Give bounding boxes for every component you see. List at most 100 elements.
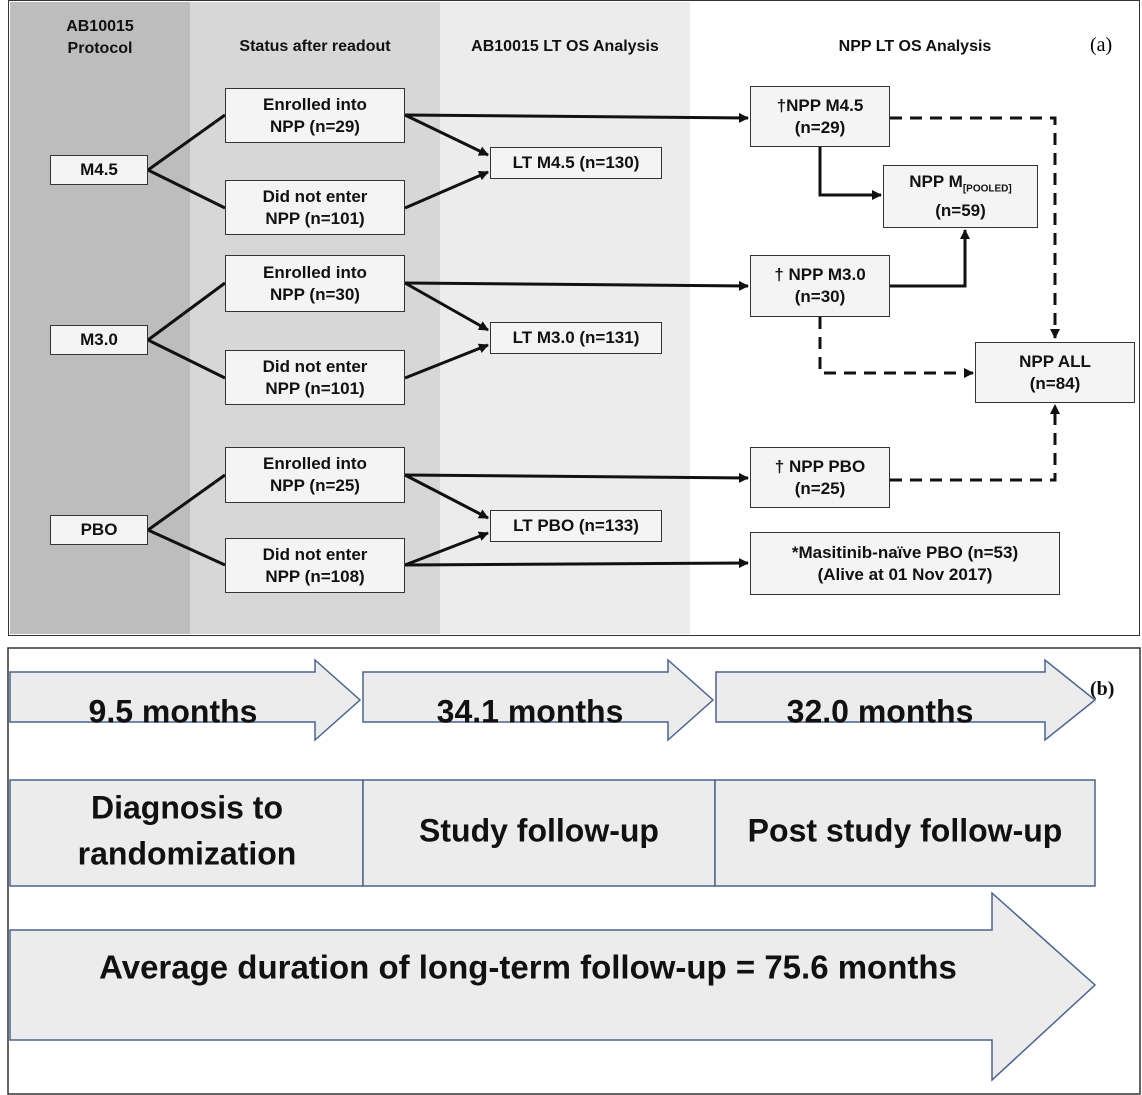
node-line: (Alive at 01 Nov 2017) — [818, 564, 993, 586]
node-text: NPP (n=108) — [265, 566, 365, 586]
node-line: † NPP M3.0 — [774, 264, 865, 286]
node-line: M3.0 — [80, 329, 118, 351]
phase-label: Post study follow-up — [748, 812, 1063, 848]
node-text: NPP (n=25) — [270, 476, 360, 495]
node-line: (n=84) — [1030, 373, 1081, 395]
node-text: Enrolled into — [263, 454, 367, 473]
node-line: (n=29) — [795, 117, 846, 139]
node-text: Did not enter — [262, 186, 368, 206]
node: Enrolled into NPP (n=30) — [225, 255, 405, 312]
node-text: † NPP M3.0 — [774, 265, 866, 284]
node-text: (n=84) — [1029, 373, 1081, 393]
node: LT PBO (n=133) — [490, 510, 662, 542]
node-text: (n=30) — [794, 287, 846, 306]
node-text: NPP ALL — [1019, 351, 1091, 371]
node-text: NPP (n=101) — [265, 378, 365, 398]
node-line: Enrolled into — [263, 94, 367, 116]
column-header: Status after readout — [190, 36, 440, 58]
node-text: † NPP PBO — [774, 456, 866, 476]
connectors — [147, 112, 1060, 569]
node-line: M4.5 — [80, 159, 118, 181]
node: NPP ALL (n=84) — [975, 342, 1135, 403]
node-line: NPP (n=29) — [270, 116, 360, 138]
phase-label: randomization — [78, 835, 297, 871]
node: † NPP PBO (n=25) — [750, 447, 890, 508]
node-line: (n=30) — [795, 286, 846, 308]
subscript: [POOLED] — [962, 183, 1012, 195]
node-line: NPP (n=30) — [270, 284, 360, 306]
header-line: Protocol — [67, 40, 133, 57]
node: Did not enter NPP (n=108) — [225, 538, 405, 593]
node-text: PBO — [80, 520, 118, 539]
node-text: Did not enter — [262, 544, 368, 564]
header-line: NPP LT OS Analysis — [838, 38, 992, 55]
node-line: NPP (n=101) — [265, 378, 364, 400]
phase-box — [9, 779, 364, 887]
node-text: (n=59) — [935, 201, 986, 221]
node-text: Enrolled into — [263, 94, 367, 114]
arrow-shape — [9, 891, 1097, 1082]
phase-label: Study follow-up — [419, 812, 659, 848]
node-text: NPP (n=101) — [265, 208, 365, 228]
node-text: (n=25) — [794, 478, 846, 498]
node-line: (n=59) — [935, 200, 986, 222]
node-line: †NPP M4.5 — [777, 95, 864, 117]
header-line: AB10015 LT OS Analysis — [471, 38, 659, 55]
node-line: (n=25) — [795, 478, 846, 500]
node-line: NPP (n=108) — [265, 566, 364, 588]
node: NPP M[POOLED] (n=59) — [883, 165, 1038, 228]
node-line: LT PBO (n=133) — [513, 515, 639, 537]
node: † NPP M3.0 (n=30) — [750, 255, 890, 317]
node-text: *Masitinib-naïve PBO (n=53) — [791, 542, 1019, 562]
node-text: LT M3.0 (n=131) — [512, 328, 640, 347]
node-text: LT PBO (n=133) — [513, 516, 639, 535]
node-text: NPP M — [909, 171, 963, 191]
node: M3.0 — [50, 325, 148, 355]
node-line: PBO — [81, 519, 118, 541]
panel-a — [8, 0, 1140, 636]
panel-label: (b) — [1090, 678, 1114, 700]
node: LT M4.5 (n=130) — [490, 147, 662, 179]
node-text: NPP (n=29) — [270, 116, 360, 136]
node-line: NPP (n=25) — [270, 475, 360, 497]
node-line: Enrolled into — [263, 453, 367, 475]
node-line: Did not enter — [263, 544, 368, 566]
node-text: LT M4.5 (n=130) — [512, 153, 640, 172]
node-text: †NPP M4.5 — [776, 95, 864, 115]
node: PBO — [50, 515, 148, 545]
node-text: Enrolled into — [263, 262, 367, 282]
node-text: (Alive at 01 Nov 2017) — [817, 564, 993, 584]
node: †NPP M4.5 (n=29) — [750, 86, 890, 147]
duration: 9.5 months — [89, 693, 258, 729]
node-line: LT M4.5 (n=130) — [513, 152, 640, 174]
column-header: NPP LT OS Analysis — [690, 36, 1140, 58]
node: Enrolled into NPP (n=25) — [225, 447, 405, 503]
arrow-shape — [362, 658, 715, 742]
node-text: Did not enter — [262, 356, 368, 376]
node-line: NPP ALL — [1019, 351, 1091, 373]
node: *Masitinib-naïve PBO (n=53) (Alive at 01 … — [750, 532, 1060, 595]
phase-label: Diagnosis to — [91, 789, 283, 825]
arrow-shape — [9, 658, 362, 742]
node: Enrolled into NPP (n=29) — [225, 88, 405, 143]
node-text: M4.5 — [80, 160, 118, 179]
panel-label: (a) — [1090, 34, 1113, 56]
header-line: Status after readout — [239, 38, 391, 55]
node-line: Did not enter — [263, 356, 368, 378]
node-text: M3.0 — [80, 330, 118, 349]
arrow-shape — [715, 658, 1097, 742]
node-line: † NPP PBO — [775, 456, 865, 478]
node-text: NPP (n=30) — [270, 284, 360, 304]
node: Did not enter NPP (n=101) — [225, 350, 405, 405]
node: M4.5 — [50, 155, 148, 185]
column-header: AB10015 LT OS Analysis — [440, 36, 690, 58]
column-header: AB10015 Protocol — [10, 16, 190, 60]
node-line: Did not enter — [263, 186, 368, 208]
node-line: *Masitinib-naïve PBO (n=53) — [792, 542, 1018, 564]
node-line: NPP M[POOLED] — [909, 171, 1011, 200]
total-duration: Average duration of long-term follow-up … — [99, 949, 957, 986]
phase-box — [362, 779, 716, 887]
node-line: NPP (n=101) — [265, 208, 364, 230]
